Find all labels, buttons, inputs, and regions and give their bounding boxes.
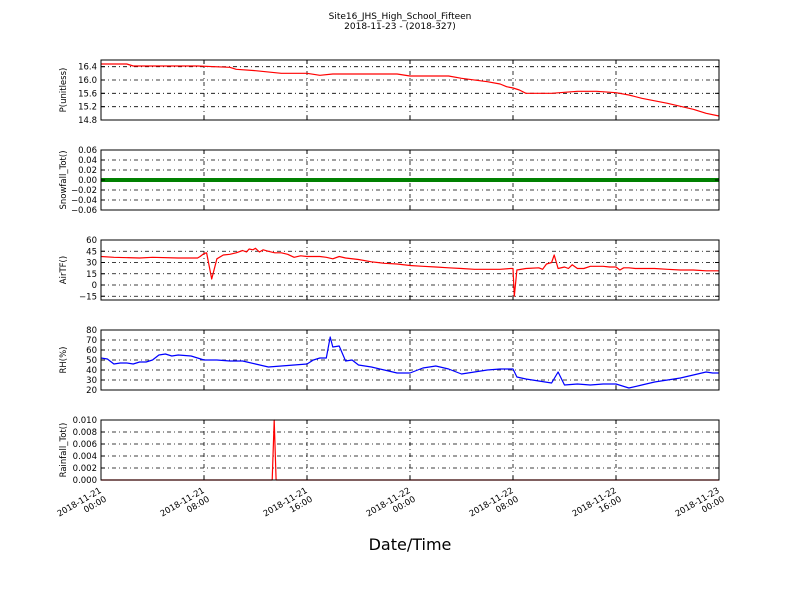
y-tick-label: 15.2 [78,103,97,113]
y-tick-label: 14.8 [78,116,97,126]
y-tick-label: −0.02 [71,186,97,196]
y-axis-label: RH(%) [59,346,69,373]
y-tick-label: 0.04 [78,156,97,166]
x-tick-label: 2018-11-2116:00 [262,486,315,528]
y-tick-label: 45 [86,247,97,257]
y-axis-label: Snowfall_Tot() [59,150,69,209]
y-tick-label: 16.4 [78,63,97,73]
y-tick-label: −15 [79,292,97,302]
y-tick-label: 0.002 [73,464,97,474]
x-tick-label: 2018-11-2108:00 [159,486,212,528]
x-tick-label: 2018-11-2300:00 [674,486,727,528]
y-tick-label: 0.00 [78,176,97,186]
y-tick-label: 70 [86,336,97,346]
series-line-rh [100,336,719,389]
series-line-airt [100,247,719,297]
x-tick-label: 2018-11-2100:00 [56,486,109,528]
y-tick-label: 80 [86,326,97,336]
panels-group: 14.815.215.616.016.4P(unitless)−0.06−0.0… [56,59,727,528]
y-tick-label: 15.6 [78,89,97,99]
panel-p: 14.8 15.2 15.6 16.0 16.4 P(unitless) [59,59,720,126]
series-line-p [101,63,720,117]
chart-subtitle: 2018-11-23 - (2018-327) [344,22,456,32]
y-tick-label: 60 [86,346,97,356]
y-tick-label: 0.000 [73,476,97,486]
y-tick-label: 30 [86,376,97,386]
y-tick-label: 0.010 [73,416,97,426]
y-tick-label: 0.06 [78,146,97,156]
y-tick-label: 0.02 [78,166,97,176]
y-tick-label: −0.04 [71,196,97,206]
chart-title: Site16_JHS_High_School_Fifteen [329,12,472,22]
y-tick-label: 16.0 [78,76,97,86]
y-tick-label: 15 [86,270,97,280]
y-tick-label: −0.06 [71,206,97,216]
y-tick-label: 30 [86,259,97,269]
y-tick-label: 0 [92,281,97,291]
y-tick-label: 60 [86,236,97,246]
y-tick-label: 0.006 [73,440,97,450]
y-axis-label: Rainfall_Tot() [59,423,69,478]
y-tick-label: 40 [86,366,97,376]
x-tick-label: 2018-11-2216:00 [571,486,624,528]
panel-snowfall-tot: −0.06−0.04−0.020.000.020.040.06 Snowfall_… [59,146,720,216]
y-tick-label: 20 [86,386,97,396]
y-axis-label: AirTF() [59,256,69,284]
x-tick-label: 2018-11-2200:00 [365,486,418,528]
x-tick-label: 2018-11-2208:00 [468,486,521,528]
panel-rainfall-tot: 0.000 0.002 0.004 0.006 0.008 0.010 Rainfall_T… [59,416,720,486]
x-axis-label: Date/Time [369,535,452,554]
y-axis-label: P(unitless) [59,68,69,113]
y-tick-label: 50 [86,356,97,366]
y-tick-label: 0.004 [73,452,97,462]
y-tick-label: 0.008 [73,428,97,438]
